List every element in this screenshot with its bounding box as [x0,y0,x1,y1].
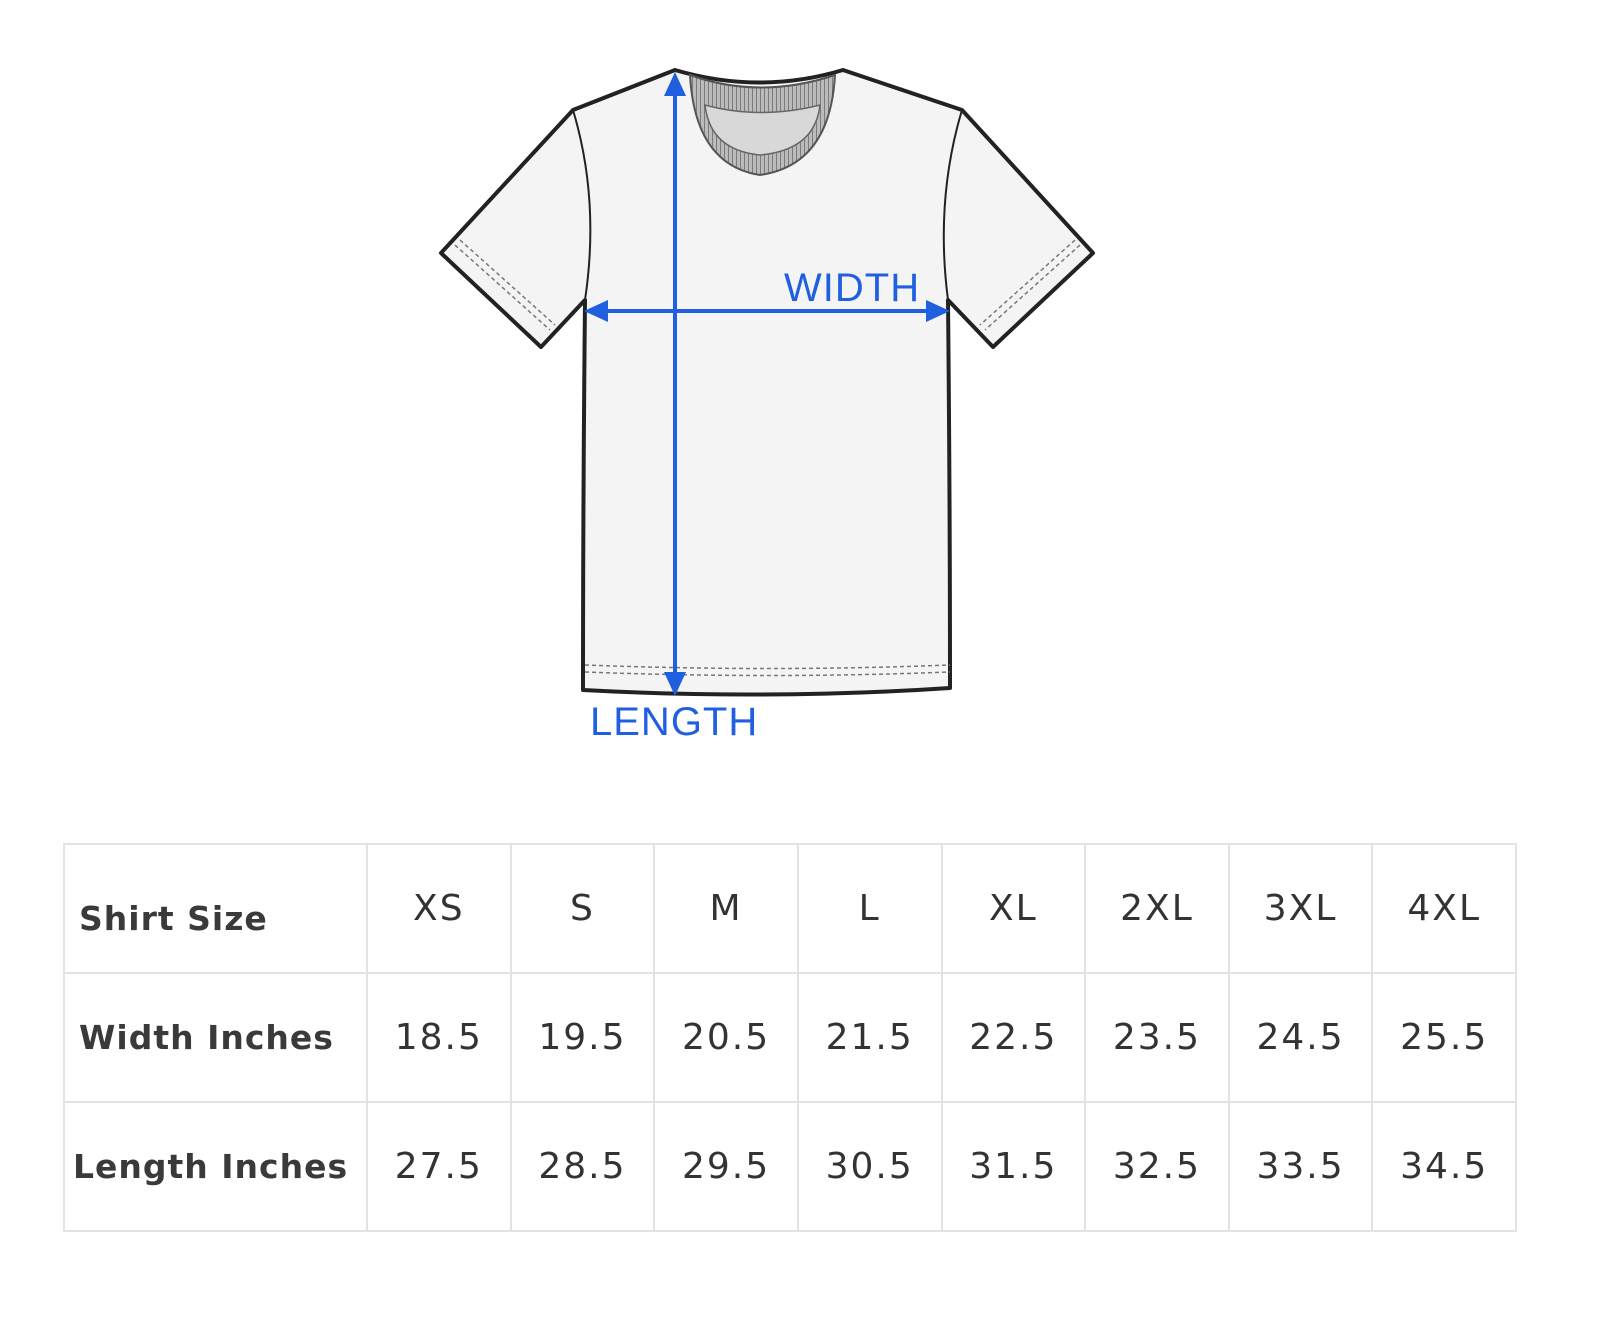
value-cell: 33.5 [1227,1101,1374,1232]
size-cell: L [796,843,943,974]
value-cell: 34.5 [1371,1101,1517,1232]
value-cell: 31.5 [940,1101,1087,1232]
shirt-outline [439,68,1095,697]
width-label: WIDTH [784,266,921,310]
value-cell: 19.5 [509,972,656,1103]
length-label: LENGTH [590,700,759,744]
value-cell: 25.5 [1371,972,1517,1103]
value-cell: 27.5 [366,1101,512,1232]
table-row-width: Width Inches 18.5 19.5 20.5 21.5 22.5 23… [63,972,1517,1103]
value-cell: 18.5 [366,972,512,1103]
value-cell: 30.5 [796,1101,943,1232]
row-header: Shirt Size [63,843,368,974]
value-cell: 20.5 [653,972,799,1103]
size-cell: 3XL [1227,843,1374,974]
width-arrow [584,300,950,322]
row-header: Width Inches [63,972,368,1103]
size-chart-table: Shirt Size XS S M L XL 2XL 3XL 4XL Width… [63,843,1517,1232]
length-arrow [664,72,686,696]
value-cell: 22.5 [940,972,1087,1103]
value-cell: 24.5 [1227,972,1374,1103]
size-cell: 4XL [1371,843,1517,974]
size-cell: M [653,843,799,974]
tshirt-illustration [439,68,1095,697]
value-cell: 28.5 [509,1101,656,1232]
value-cell: 32.5 [1084,1101,1230,1232]
table-row-size: Shirt Size XS S M L XL 2XL 3XL 4XL [63,843,1517,974]
table-row-length: Length Inches 27.5 28.5 29.5 30.5 31.5 3… [63,1101,1517,1232]
value-cell: 29.5 [653,1101,799,1232]
size-cell: S [509,843,656,974]
size-cell: 2XL [1084,843,1230,974]
size-cell: XL [940,843,1087,974]
value-cell: 21.5 [796,972,943,1103]
value-cell: 23.5 [1084,972,1230,1103]
row-header: Length Inches [63,1101,368,1232]
size-cell: XS [366,843,512,974]
